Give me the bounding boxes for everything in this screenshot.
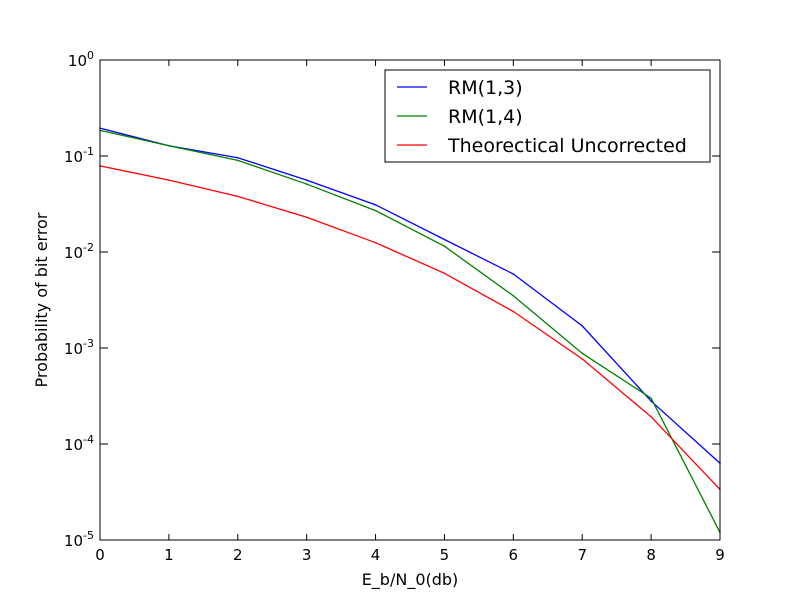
x-tick-label: 9 xyxy=(715,546,725,564)
x-tick-label: 7 xyxy=(577,546,587,564)
data-point xyxy=(374,204,377,206)
y-tick-base: 10 xyxy=(64,340,83,358)
data-point xyxy=(168,144,170,147)
y-tick-label: 10-5 xyxy=(64,529,94,550)
y-tick-exponent: -3 xyxy=(83,337,94,350)
x-tick-label: 6 xyxy=(509,546,519,564)
data-point xyxy=(236,156,239,159)
y-tick-base: 10 xyxy=(68,52,87,70)
x-axis-label: E_b/N_0(db) xyxy=(362,570,459,590)
x-tick-label: 4 xyxy=(371,546,381,564)
data-point xyxy=(650,397,652,400)
y-tick-label: 10-2 xyxy=(64,241,94,262)
legend-label-1: RM(1,4) xyxy=(448,106,523,128)
data-point xyxy=(374,241,377,244)
legend: RM(1,3) RM(1,4) Theorectical Uncorrected xyxy=(384,69,711,163)
y-tick-base: 10 xyxy=(64,532,83,550)
data-point xyxy=(305,183,308,185)
data-point xyxy=(305,216,308,219)
y-tick-base: 10 xyxy=(64,436,83,454)
data-point xyxy=(236,159,239,162)
data-point xyxy=(512,273,515,275)
x-tick-label: 3 xyxy=(302,546,312,564)
y-tick-label: 10-3 xyxy=(64,337,94,358)
data-point xyxy=(581,325,584,327)
legend-box xyxy=(384,69,711,163)
data-point xyxy=(512,310,515,313)
x-tick-label: 5 xyxy=(440,546,450,564)
y-tick-base: 10 xyxy=(64,244,83,262)
series-layer xyxy=(99,127,721,534)
data-point xyxy=(374,209,377,212)
data-point xyxy=(168,179,170,181)
y-tick-exponent: -4 xyxy=(83,433,94,446)
data-point xyxy=(443,272,446,275)
series-line-1 xyxy=(99,129,721,533)
data-point xyxy=(581,352,584,355)
data-point xyxy=(443,238,446,241)
y-tick-exponent: -5 xyxy=(83,529,94,542)
data-point xyxy=(305,179,308,181)
data-point xyxy=(443,245,446,247)
data-point xyxy=(512,294,515,297)
series-line-2 xyxy=(99,165,721,490)
data-point xyxy=(650,416,652,418)
y-tick-label: 100 xyxy=(68,49,94,70)
data-point xyxy=(236,195,239,198)
data-point xyxy=(581,358,584,360)
plot-frame xyxy=(99,59,721,541)
legend-label-2: Theorectical Uncorrected xyxy=(447,135,687,157)
y-tick-base: 10 xyxy=(64,148,83,166)
x-tick-label: 8 xyxy=(646,546,656,564)
x-tick-label: 0 xyxy=(95,546,105,564)
x-tick-label: 1 xyxy=(164,546,174,564)
y-tick-label: 10-1 xyxy=(64,145,94,166)
y-tick-label: 10-4 xyxy=(64,433,94,454)
y-tick-exponent: -2 xyxy=(83,241,94,254)
y-tick-exponent: -1 xyxy=(83,145,94,158)
x-tick-label: 2 xyxy=(233,546,243,564)
y-axis-label: Probability of bit error xyxy=(32,212,51,387)
legend-label-0: RM(1,3) xyxy=(448,77,523,99)
data-point xyxy=(650,400,652,402)
series-line-0 xyxy=(99,127,721,464)
y-tick-exponent: 0 xyxy=(87,49,94,62)
